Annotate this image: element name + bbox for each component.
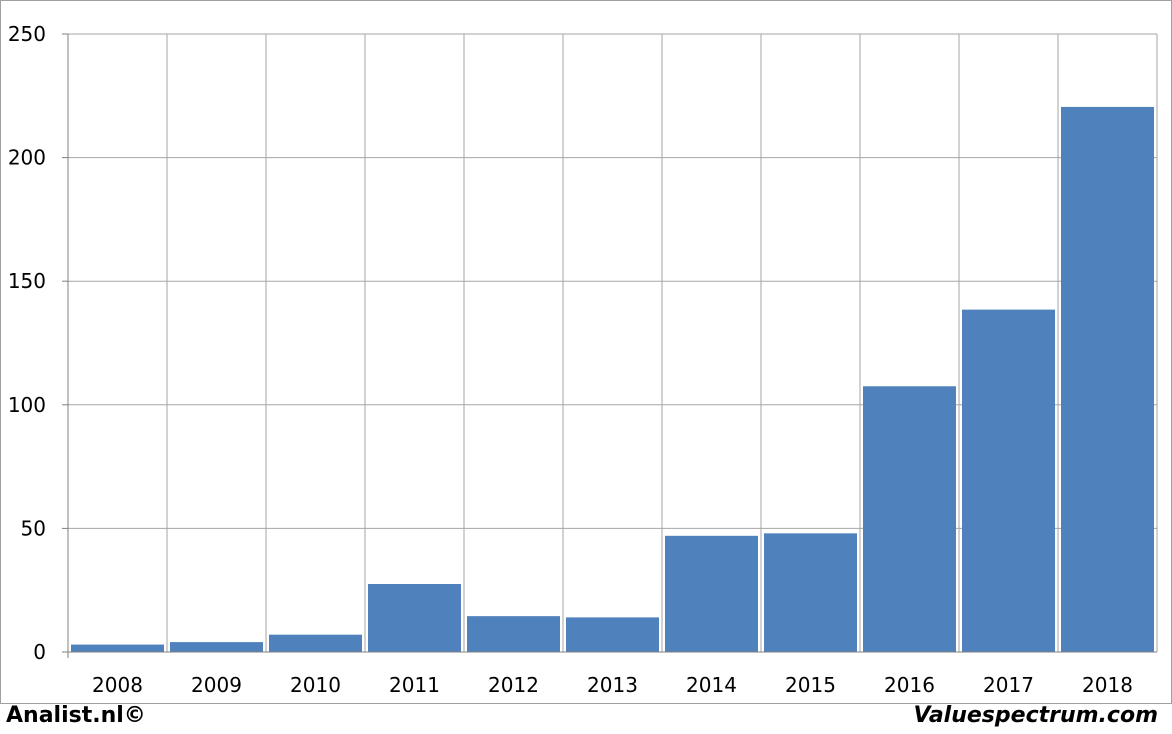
x-tick-label: 2013 [587,673,638,697]
bar-2011 [368,584,461,652]
y-tick-label: 250 [8,22,46,46]
x-tick-label: 2016 [884,673,935,697]
footer-source-left: Analist.nl© [6,703,146,728]
x-tick-label: 2010 [290,673,341,697]
x-tick-labels: 2008 2009 2010 2011 2012 2013 2014 2015 2016 2017… [92,673,1133,697]
bar-chart: 0 50 100 150 200 250 2008 2009 2010 2011 2012 2013… [8,22,1158,697]
bar-2012 [467,616,560,652]
y-tick-label: 50 [21,516,46,540]
x-tick-label: 2014 [686,673,737,697]
y-tick-label: 0 [33,640,46,664]
x-tick-label: 2012 [488,673,539,697]
y-tick-labels: 0 50 100 150 200 250 [8,22,46,664]
bar-2015 [764,533,857,652]
bar-series [71,106,1154,652]
bar-2009 [170,642,263,652]
x-tick-label: 2018 [1082,673,1133,697]
bar-2016 [863,386,956,652]
x-tick-label: 2008 [92,673,143,697]
bar-2008 [71,644,164,652]
x-tick-label: 2017 [983,673,1034,697]
y-tick-label: 100 [8,393,46,417]
bar-2010 [269,634,362,652]
bar-2017 [962,309,1055,652]
y-tick-label: 200 [8,146,46,170]
bar-2013 [566,617,659,652]
footer-source-right: Valuespectrum.com [913,703,1158,728]
x-tick-label: 2009 [191,673,242,697]
axes [62,33,1157,658]
bar-2014 [665,535,758,652]
bar-2018 [1061,106,1154,652]
x-tick-label: 2015 [785,673,836,697]
x-tick-label: 2011 [389,673,440,697]
y-tick-label: 150 [8,269,46,293]
